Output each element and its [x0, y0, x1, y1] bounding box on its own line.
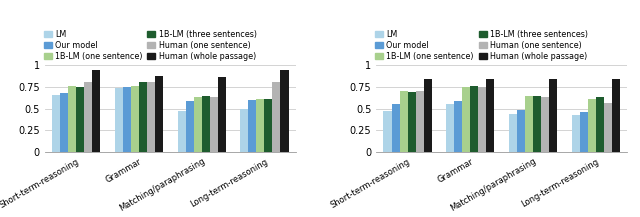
Bar [147, 82, 155, 152]
Bar [509, 114, 517, 152]
Bar [549, 79, 557, 152]
Bar [139, 82, 147, 152]
Bar [186, 101, 194, 152]
Bar [604, 103, 612, 152]
Bar [194, 97, 202, 152]
Bar [580, 112, 588, 152]
Bar [218, 77, 226, 152]
Legend: LM, Our model, 1B-LM (one sentence), 1B-LM (three sentences), Human (one sentenc: LM, Our model, 1B-LM (one sentence), 1B-… [44, 30, 257, 61]
Bar [210, 97, 218, 152]
Bar [415, 91, 424, 152]
Bar [596, 97, 604, 152]
Bar [424, 79, 431, 152]
Bar [470, 86, 478, 152]
Bar [462, 87, 470, 152]
Bar [202, 96, 210, 152]
Bar [541, 97, 549, 152]
Bar [92, 70, 100, 152]
Bar [84, 82, 92, 152]
Bar [264, 99, 273, 152]
Bar [115, 88, 123, 152]
Bar [486, 79, 494, 152]
Bar [123, 87, 131, 152]
Bar [178, 111, 186, 152]
Bar [525, 96, 533, 152]
Bar [52, 95, 60, 152]
Bar [155, 76, 163, 152]
Legend: LM, Our model, 1B-LM (one sentence), 1B-LM (three sentences), Human (one sentenc: LM, Our model, 1B-LM (one sentence), 1B-… [375, 30, 588, 61]
Bar [392, 104, 399, 152]
Bar [383, 111, 392, 152]
Bar [76, 87, 84, 152]
Bar [517, 110, 525, 152]
Bar [68, 86, 76, 152]
Bar [454, 101, 462, 152]
Bar [131, 86, 139, 152]
Bar [612, 79, 620, 152]
Bar [478, 87, 486, 152]
Bar [273, 82, 280, 152]
Bar [248, 100, 257, 152]
Bar [257, 99, 264, 152]
Bar [572, 115, 580, 152]
Bar [280, 70, 289, 152]
Bar [446, 104, 454, 152]
Bar [241, 108, 248, 152]
Bar [533, 96, 541, 152]
Bar [588, 99, 596, 152]
Bar [408, 92, 415, 152]
Bar [399, 91, 408, 152]
Bar [60, 93, 68, 152]
